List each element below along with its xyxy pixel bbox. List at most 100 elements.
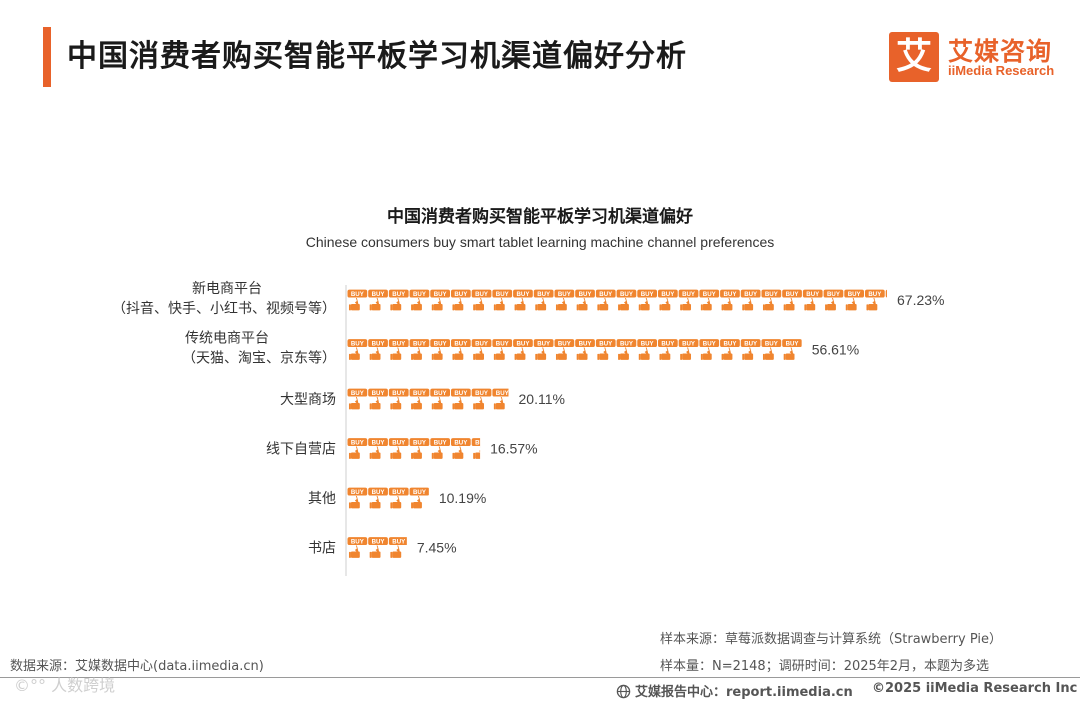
data-source-note: 数据来源：艾媒数据中心(data.iimedia.cn): [10, 659, 264, 674]
bar-4: [347, 438, 481, 459]
buy-icon: [678, 339, 699, 360]
category-label-2-main: 传统电商平台: [185, 331, 269, 347]
buy-icon: [657, 339, 678, 360]
buy-icon: [368, 487, 388, 509]
buy-icon: [409, 339, 430, 360]
buy-icon: [637, 339, 658, 360]
footer-divider: [0, 677, 1080, 678]
buy-icon: [347, 388, 368, 410]
chart-subtitle: Chinese consumers buy smart tablet learn…: [305, 234, 775, 250]
buy-icon: [409, 438, 430, 459]
buy-icon: [347, 537, 368, 558]
buy-icon: [388, 438, 409, 459]
value-label-1: 67.23%: [897, 292, 944, 308]
buy-icon: [368, 289, 388, 311]
buy-icon: [368, 438, 388, 459]
bar-5: [347, 487, 429, 509]
buy-icon: [513, 339, 533, 360]
buy-icon: [388, 339, 409, 360]
buy-icon: [699, 289, 720, 311]
buy-icon: [368, 339, 388, 360]
bar-6: [347, 537, 407, 558]
report-center-link[interactable]: 艾媒报告中心：report.iimedia.cn: [616, 681, 853, 700]
buy-icon: [823, 289, 844, 311]
buy-icon: [637, 289, 658, 311]
buy-icon: [347, 339, 368, 360]
buy-icon: [657, 289, 678, 311]
value-label-4: 16.57%: [490, 441, 537, 457]
buy-icon: [595, 339, 616, 360]
buy-icon: [513, 289, 533, 311]
bar-1: [347, 289, 887, 311]
buy-icon: [720, 289, 740, 311]
buy-icon: [388, 388, 409, 410]
buy-icon: [761, 289, 782, 311]
buy-icon: [533, 289, 554, 311]
value-label-6: 7.45%: [417, 540, 457, 556]
category-label-2-detail: （天猫、淘宝、京东等）: [182, 350, 336, 367]
category-label-3: 大型商场: [280, 392, 336, 408]
buy-icon: [347, 289, 368, 311]
buy-icon: [471, 388, 492, 410]
buy-icon: [554, 339, 575, 360]
bar-3: [347, 388, 509, 410]
value-label-3: 20.11%: [519, 391, 565, 407]
title-accent-bar: [43, 27, 51, 87]
buy-icon: [450, 438, 471, 459]
buy-icon: [720, 339, 740, 360]
buy-icon: [388, 537, 407, 558]
logo-cn-text: 艾媒咨询: [948, 37, 1053, 66]
sample-size-note: 样本量：N=2148；调研时间：2025年2月，本题为多选: [660, 659, 990, 674]
buy-icon: [844, 289, 865, 311]
buy-icon: [450, 339, 471, 360]
buy-icon: [533, 339, 554, 360]
watermark: ©°° 人数跨境: [14, 676, 116, 695]
value-label-5: 10.19%: [439, 490, 486, 506]
buy-icon: [616, 339, 637, 360]
buy-icon: [471, 438, 481, 459]
buy-icon: [430, 438, 451, 459]
buy-icon: [471, 289, 492, 311]
buy-icon: [347, 438, 368, 459]
buy-icon: [347, 487, 368, 509]
buy-icon: [740, 289, 761, 311]
category-label-4: 线下自营店: [266, 442, 336, 458]
buy-icon: [368, 388, 388, 410]
buy-icon: [450, 388, 471, 410]
buy-icon: [430, 388, 451, 410]
logo-mark-text: 艾: [895, 36, 932, 77]
buy-icon: [554, 289, 575, 311]
buy-icon: [492, 388, 509, 410]
iimedia-logo: 艾 艾媒咨询 iiMedia Research: [886, 30, 1066, 84]
buy-icon: [388, 289, 409, 311]
category-label-1-main: 新电商平台: [192, 281, 262, 297]
buy-icon: [430, 289, 451, 311]
buy-icon: [616, 289, 637, 311]
logo-mark: 艾: [889, 32, 939, 82]
buy-icon: [368, 537, 388, 558]
sample-source-note: 样本来源：草莓派数据调查与计算系统（Strawberry Pie）: [660, 632, 1002, 647]
buy-icon: [471, 339, 492, 360]
value-label-2: 56.61%: [812, 342, 859, 358]
buy-icon: [575, 339, 595, 360]
buy-icon: [492, 289, 513, 311]
buy-icon: [575, 289, 595, 311]
buy-icon: [802, 289, 823, 311]
buy-icon: [761, 339, 782, 360]
buy-icon: [740, 339, 761, 360]
copyright-text: ©2025 iiMedia Research Inc: [872, 681, 1078, 696]
buy-icon: [595, 289, 616, 311]
logo-en-text: iiMedia Research: [948, 63, 1055, 78]
category-label-6: 书店: [308, 541, 336, 557]
report-center-text: 艾媒报告中心：report.iimedia.cn: [635, 685, 853, 700]
category-label-5: 其他: [308, 491, 336, 507]
buy-icon: [430, 339, 451, 360]
buy-icon: [388, 487, 409, 509]
chart-title: 中国消费者购买智能平板学习机渠道偏好: [387, 207, 693, 227]
buy-icon: [492, 339, 513, 360]
buy-icon: [782, 339, 802, 360]
globe-icon: [616, 684, 631, 699]
buy-icon: [409, 487, 429, 509]
category-label-1-detail: （抖音、快手、小红书、视频号等）: [112, 300, 336, 317]
